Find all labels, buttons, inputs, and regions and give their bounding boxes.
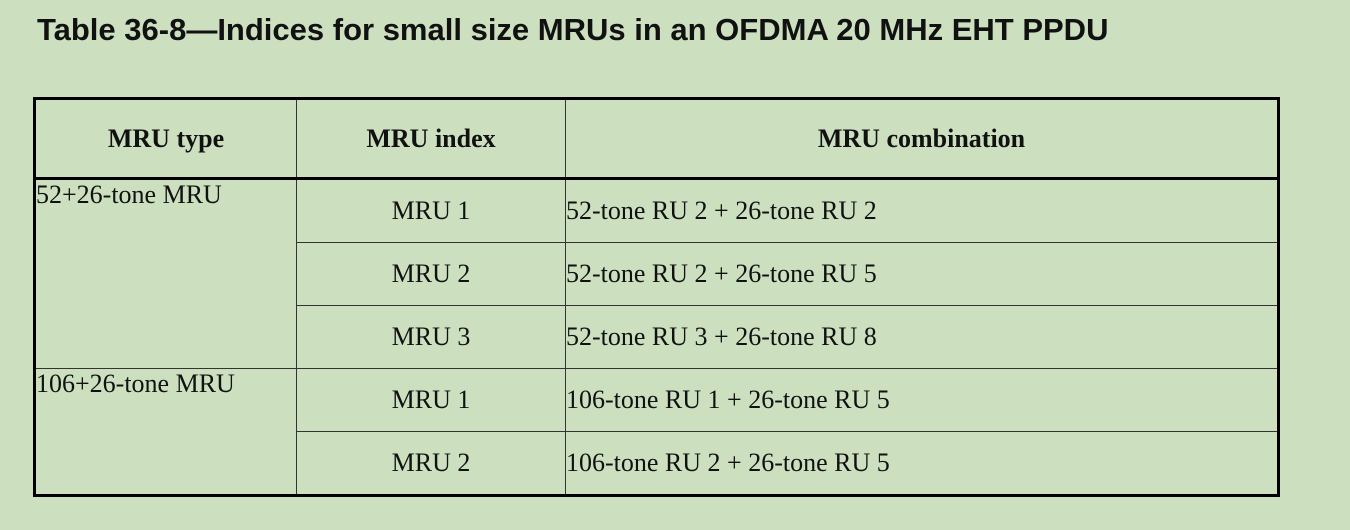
header-row: MRU type MRU index MRU combination — [34, 98, 1279, 180]
mru-combination-cell: 52-tone RU 3 + 26-tone RU 8 — [565, 305, 1279, 369]
header-mru-index: MRU index — [296, 98, 566, 180]
mru-index-table: MRU type MRU index MRU combination 52+26… — [33, 97, 1280, 497]
mru-combination-cell: 106-tone RU 1 + 26-tone RU 5 — [565, 368, 1279, 432]
table-row: 52+26-tone MRU MRU 1 52-tone RU 2 + 26-t… — [34, 178, 1279, 369]
mru-combination-cell: 106-tone RU 2 + 26-tone RU 5 — [565, 431, 1279, 496]
mru-combination-cell: 52-tone RU 2 + 26-tone RU 5 — [565, 242, 1279, 306]
mru-type-cell: 106+26-tone MRU — [34, 368, 297, 496]
table-title: Table 36-8—Indices for small size MRUs i… — [37, 12, 1109, 47]
mru-combination-cell: 52-tone RU 2 + 26-tone RU 2 — [565, 178, 1279, 243]
header-mru-combination: MRU combination — [565, 98, 1279, 180]
mru-index-cell: MRU 2 — [296, 431, 566, 496]
mru-index-cell: MRU 2 — [296, 242, 566, 306]
mru-index-cell: MRU 1 — [296, 368, 566, 432]
mru-index-cell: MRU 1 — [296, 178, 566, 243]
mru-index-cell: MRU 3 — [296, 305, 566, 369]
mru-type-cell: 52+26-tone MRU — [34, 178, 297, 369]
header-mru-type: MRU type — [34, 98, 297, 180]
table-row: MRU 2 106-tone RU 2 + 26-tone RU 5 — [35, 431, 1279, 496]
table-row: MRU 2 52-tone RU 2 + 26-tone RU 5 — [35, 242, 1279, 306]
table-row: 106+26-tone MRU MRU 1 106-tone RU 1 + 26… — [34, 368, 1279, 496]
